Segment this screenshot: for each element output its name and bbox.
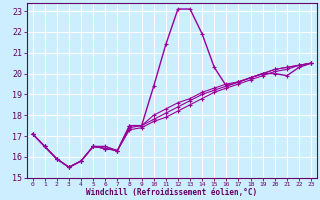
X-axis label: Windchill (Refroidissement éolien,°C): Windchill (Refroidissement éolien,°C) [86,188,258,197]
